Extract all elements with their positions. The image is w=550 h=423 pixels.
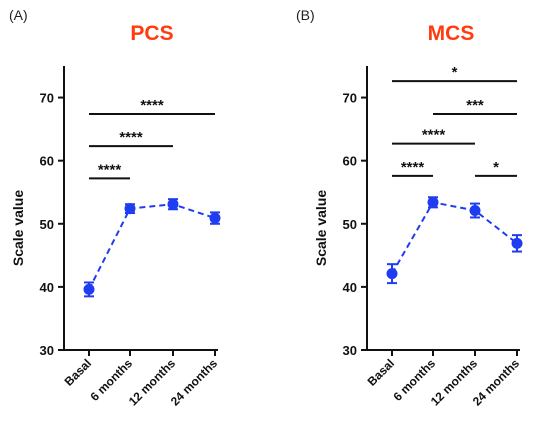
panel-a-data-point <box>167 198 179 210</box>
panel-b-significance-label: * <box>493 159 499 176</box>
panel-a-series-line <box>88 203 216 290</box>
panel-b-series-line <box>391 201 518 275</box>
panel-a-title: PCS <box>130 22 173 45</box>
panel-b-y-tick-label: 40 <box>343 280 357 295</box>
panel-a-data-point <box>124 203 136 215</box>
panel-b-significance-label: **** <box>422 127 446 144</box>
panel-a-significance-label: **** <box>119 129 143 146</box>
panel-a-y-tick-label: 30 <box>40 343 54 358</box>
panel-b-significance-label: **** <box>401 159 425 176</box>
panel-b-letter: (B) <box>296 7 315 23</box>
panel-b-significance-label: * <box>452 64 458 81</box>
panel-b-title: MCS <box>428 22 475 45</box>
panel-a-letter: (A) <box>9 7 28 23</box>
panel-a-y-tick-label: 70 <box>40 91 54 106</box>
panel-a-y-tick-label: 50 <box>40 217 54 232</box>
panel-b-data-point <box>511 237 523 249</box>
panel-b-data-point <box>386 268 398 280</box>
panel-a-y-tick-label: 40 <box>40 280 54 295</box>
panel-a-data-point <box>209 212 221 224</box>
panel-b-data-point <box>427 196 439 208</box>
panel-b-y-tick-label: 30 <box>343 343 357 358</box>
panel-a-significance-label: **** <box>98 161 122 178</box>
panel-b-y-tick-label: 50 <box>343 217 357 232</box>
panel-b-significance-label: *** <box>466 97 484 114</box>
panel-a-significance-label: **** <box>140 97 164 114</box>
panel-a-y-tick-label: 60 <box>40 154 54 169</box>
panel-b-data-point <box>469 205 481 217</box>
panel-a-x-tick-label: Basal <box>62 356 95 389</box>
panel-b-y-tick-label: 70 <box>343 91 357 106</box>
panel-a-y-axis-label: Scale value <box>10 190 26 266</box>
panel-b-y-tick-label: 60 <box>343 154 357 169</box>
panel-b-y-axis-label: Scale value <box>313 190 329 266</box>
panel-b-x-tick-label: Basal <box>365 356 398 389</box>
panel-a-data-point <box>83 283 95 295</box>
